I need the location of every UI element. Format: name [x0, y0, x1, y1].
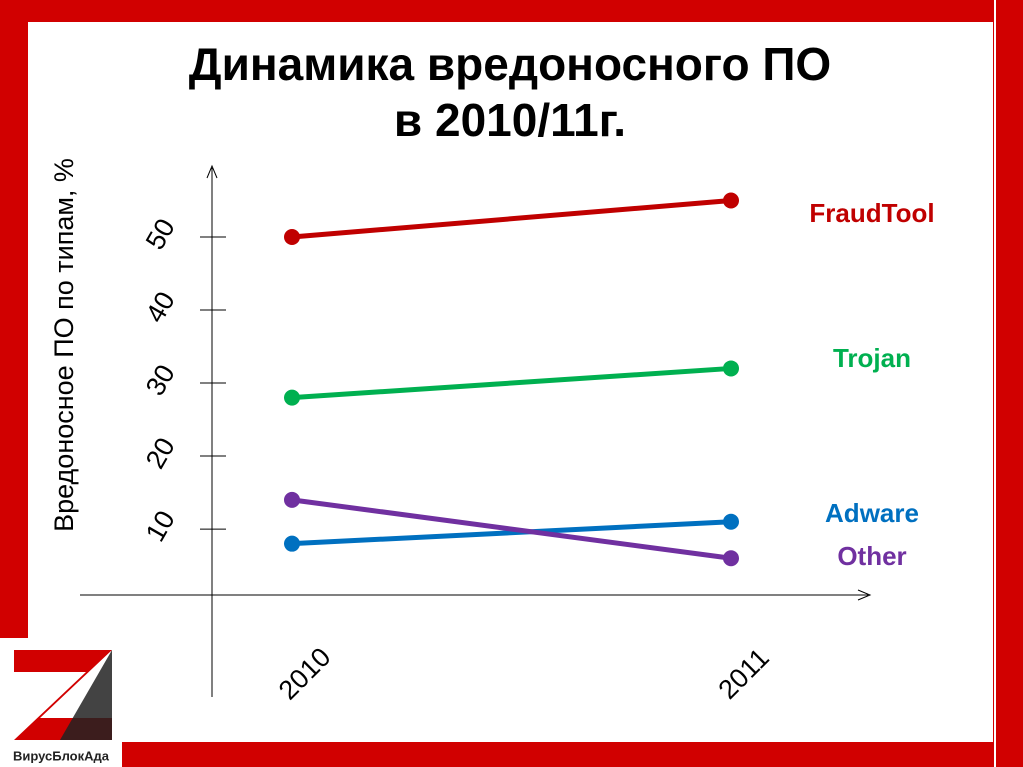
- point: [284, 491, 300, 508]
- point: [284, 229, 300, 246]
- logo: ВирусБлокАда: [0, 638, 122, 767]
- chart-title: Динамика вредоносного ПО: [189, 38, 831, 90]
- series-label: Other: [837, 541, 906, 571]
- point: [723, 550, 739, 567]
- y-axis-arrow: [206, 164, 218, 179]
- chart-title: в 2010/11г.: [394, 94, 626, 146]
- series-line: [291, 519, 732, 547]
- series-line: [291, 497, 732, 561]
- point: [284, 535, 300, 552]
- logo-z: [14, 650, 112, 740]
- y-axis-label: Вредоносное ПО по типам, %: [49, 158, 79, 532]
- x-axis-arrow: [857, 589, 872, 601]
- logo-a: [60, 650, 112, 740]
- point: [723, 192, 739, 209]
- point: [723, 513, 739, 530]
- series-label: Adware: [825, 498, 919, 528]
- series-label: Trojan: [833, 343, 911, 373]
- series-line: [291, 198, 732, 240]
- series-line: [291, 365, 732, 401]
- logo-text: ВирусБлокАда: [13, 748, 110, 763]
- point: [284, 389, 300, 406]
- series-label: FraudTool: [809, 198, 934, 228]
- point: [723, 360, 739, 377]
